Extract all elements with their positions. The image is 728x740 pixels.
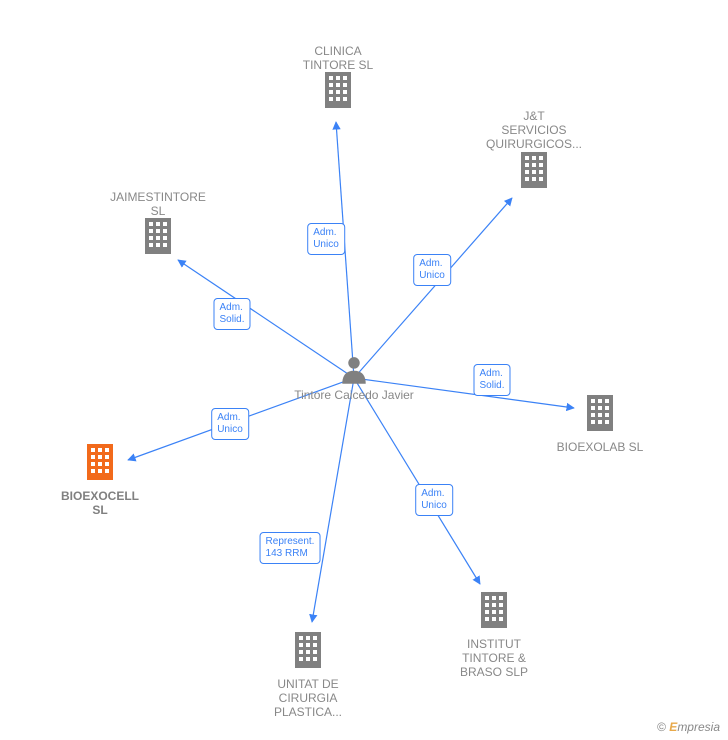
diagram-canvas — [0, 0, 728, 740]
building-icon — [325, 72, 351, 108]
edge-label: Represent. 143 RRM — [260, 532, 321, 564]
copyright-symbol: © — [657, 720, 666, 734]
edge-label: Adm. Solid. — [473, 364, 510, 396]
edge-label: Adm. Solid. — [213, 298, 250, 330]
company-label: J&T SERVICIOS QUIRURGICOS... — [486, 110, 582, 151]
brand-rest: mpresia — [677, 720, 720, 734]
edge-line — [354, 378, 480, 584]
building-icon — [481, 592, 507, 628]
edge-label: Adm. Unico — [211, 408, 249, 440]
copyright: © Empresia — [657, 720, 720, 734]
company-label: JAIMESTINTORE SL — [110, 191, 206, 219]
center-person-label: Tintore Caicedo Javier — [294, 388, 414, 402]
edge-label: Adm. Unico — [413, 254, 451, 286]
edge-label: Adm. Unico — [307, 223, 345, 255]
edge-line — [354, 198, 512, 378]
edge-line — [178, 260, 354, 378]
building-icon — [587, 395, 613, 431]
building-icon — [521, 152, 547, 188]
building-icon — [295, 632, 321, 668]
company-label: BIOEXOCELL SL — [61, 490, 139, 518]
edge-line — [312, 378, 354, 622]
building-icon — [145, 218, 171, 254]
company-label: CLINICA TINTORE SL — [303, 45, 373, 73]
company-label: BIOEXOLAB SL — [557, 441, 644, 455]
company-label: UNITAT DE CIRURGIA PLASTICA... — [274, 678, 342, 719]
edge-label: Adm. Unico — [415, 484, 453, 516]
company-label: INSTITUT TINTORE & BRASO SLP — [460, 638, 528, 679]
building-icon — [87, 444, 113, 480]
